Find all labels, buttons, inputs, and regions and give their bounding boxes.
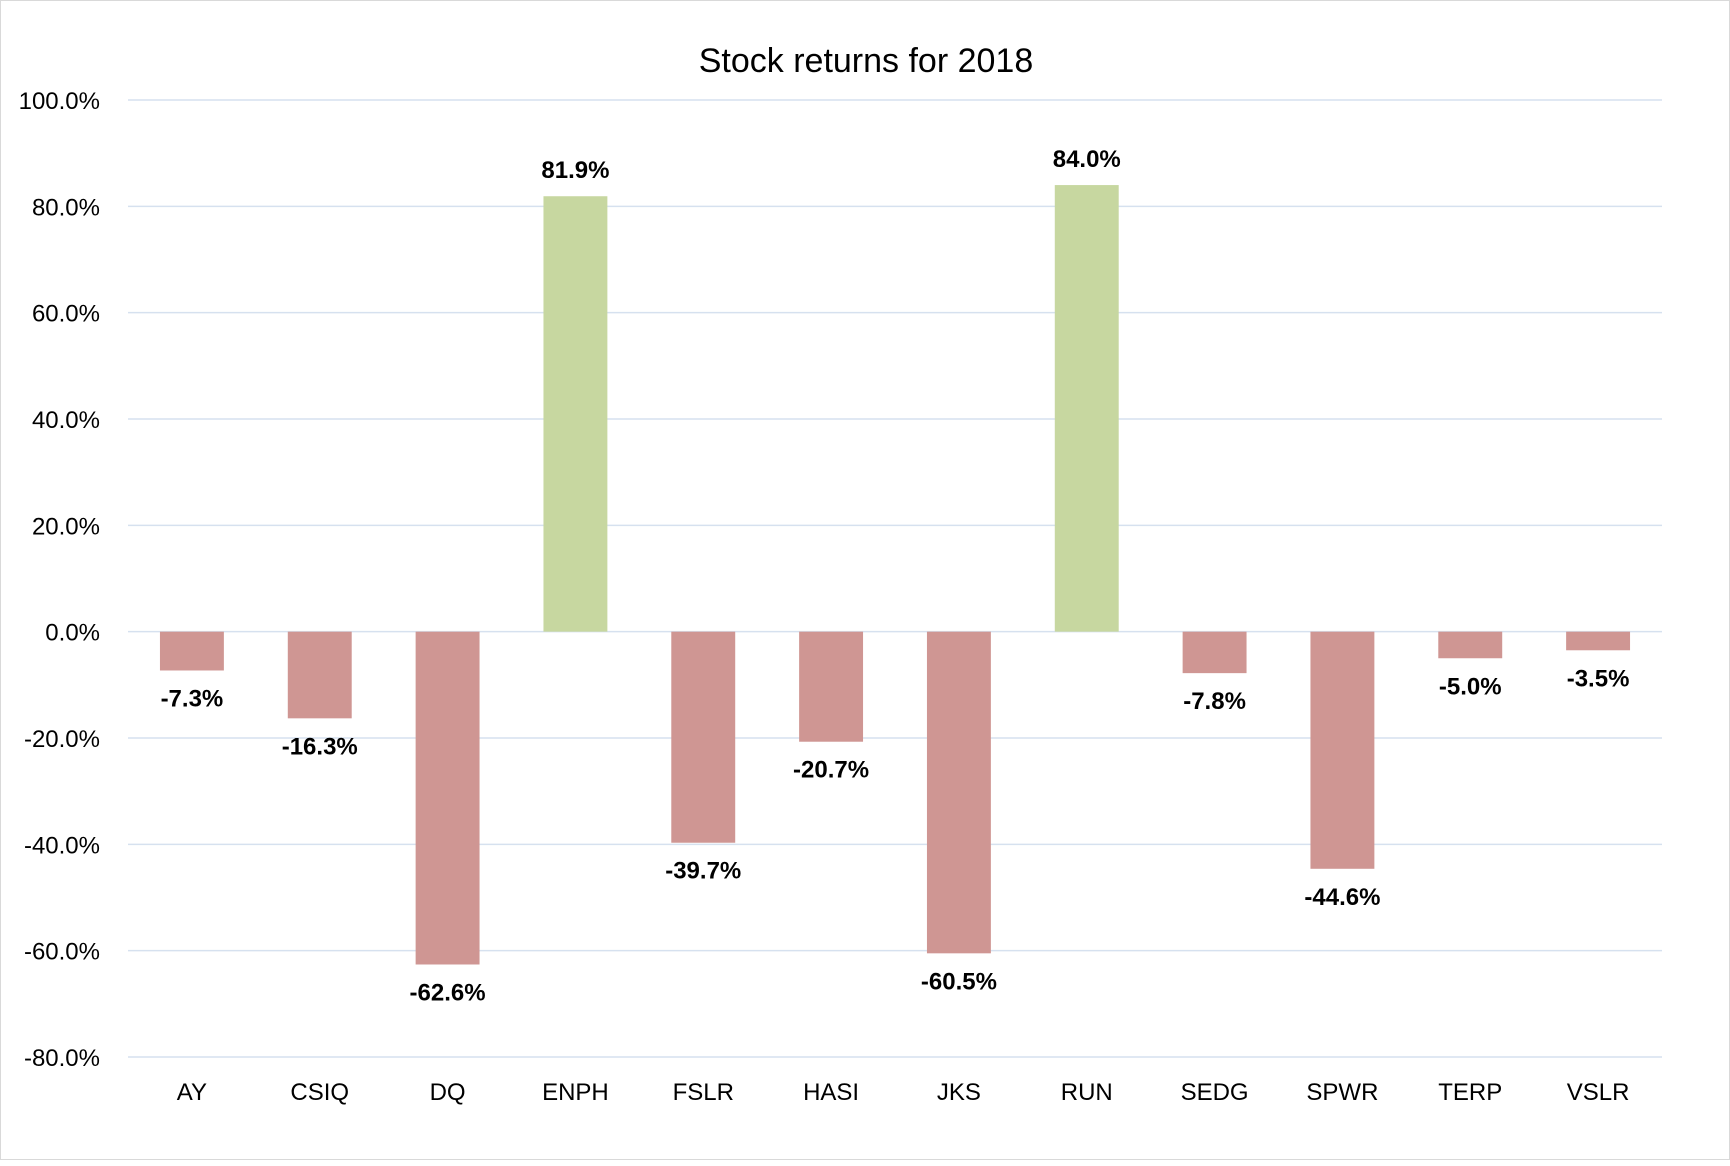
- y-tick-label: 20.0%: [32, 513, 100, 540]
- y-tick-label: -80.0%: [24, 1045, 100, 1072]
- data-label: -62.6%: [410, 979, 486, 1006]
- data-label: -60.5%: [921, 968, 997, 995]
- y-tick-label: 100.0%: [19, 88, 100, 115]
- x-tick-label: SEDG: [1181, 1079, 1249, 1106]
- data-labels: -7.3% -16.3% -62.6% 81.9% -39.7% -20.7% -60.5%…: [161, 146, 1630, 1006]
- x-tick-label: DQ: [430, 1079, 466, 1106]
- bar-csiq: [287, 631, 352, 719]
- data-label: -16.3%: [282, 733, 358, 760]
- data-label: -7.3%: [161, 685, 224, 712]
- data-label: -39.7%: [665, 858, 741, 885]
- y-axis-ticks: 100.0% 80.0% 60.0% 40.0% 20.0% 0.0% -20.0% -40.…: [19, 88, 100, 1072]
- bar-enph: [543, 196, 608, 632]
- x-tick-label: AY: [177, 1079, 207, 1106]
- y-tick-label: -20.0%: [24, 726, 100, 753]
- x-tick-label: RUN: [1061, 1079, 1113, 1106]
- data-label: 81.9%: [541, 157, 609, 184]
- y-tick-label: 60.0%: [32, 301, 100, 328]
- gridlines: [128, 99, 1662, 1058]
- bar-sedg: [1182, 631, 1247, 674]
- x-tick-label: FSLR: [673, 1079, 734, 1106]
- x-axis-ticks: AY CSIQ DQ ENPH FSLR HASI JKS RUN SEDG SPWR TERP VS…: [177, 1079, 1630, 1106]
- bar-spwr: [1310, 631, 1375, 869]
- data-label: -5.0%: [1439, 673, 1502, 700]
- data-label: -44.6%: [1304, 884, 1380, 911]
- y-tick-label: 40.0%: [32, 407, 100, 434]
- bar-vslr: [1566, 631, 1631, 651]
- x-tick-label: CSIQ: [290, 1079, 349, 1106]
- bar-run: [1054, 185, 1119, 632]
- bar-dq: [415, 631, 480, 965]
- chart-title: Stock returns for 2018: [699, 42, 1034, 80]
- y-tick-label: 0.0%: [45, 620, 100, 647]
- bar-hasi: [799, 631, 864, 742]
- bars: [159, 185, 1631, 965]
- y-tick-label: -40.0%: [24, 832, 100, 859]
- x-tick-label: TERP: [1438, 1079, 1502, 1106]
- data-label: 84.0%: [1053, 146, 1121, 173]
- bar-ay: [159, 631, 224, 671]
- bar-fslr: [671, 631, 736, 843]
- bar-terp: [1438, 631, 1503, 659]
- x-tick-label: HASI: [803, 1079, 859, 1106]
- data-label: -20.7%: [793, 757, 869, 784]
- bar-jks: [926, 631, 991, 954]
- y-tick-label: -60.0%: [24, 939, 100, 966]
- data-label: -7.8%: [1183, 688, 1246, 715]
- data-label: -3.5%: [1567, 665, 1630, 692]
- x-tick-label: SPWR: [1306, 1079, 1378, 1106]
- x-tick-label: ENPH: [542, 1079, 609, 1106]
- x-tick-label: JKS: [937, 1079, 981, 1106]
- y-tick-label: 80.0%: [32, 194, 100, 221]
- x-tick-label: VSLR: [1567, 1079, 1630, 1106]
